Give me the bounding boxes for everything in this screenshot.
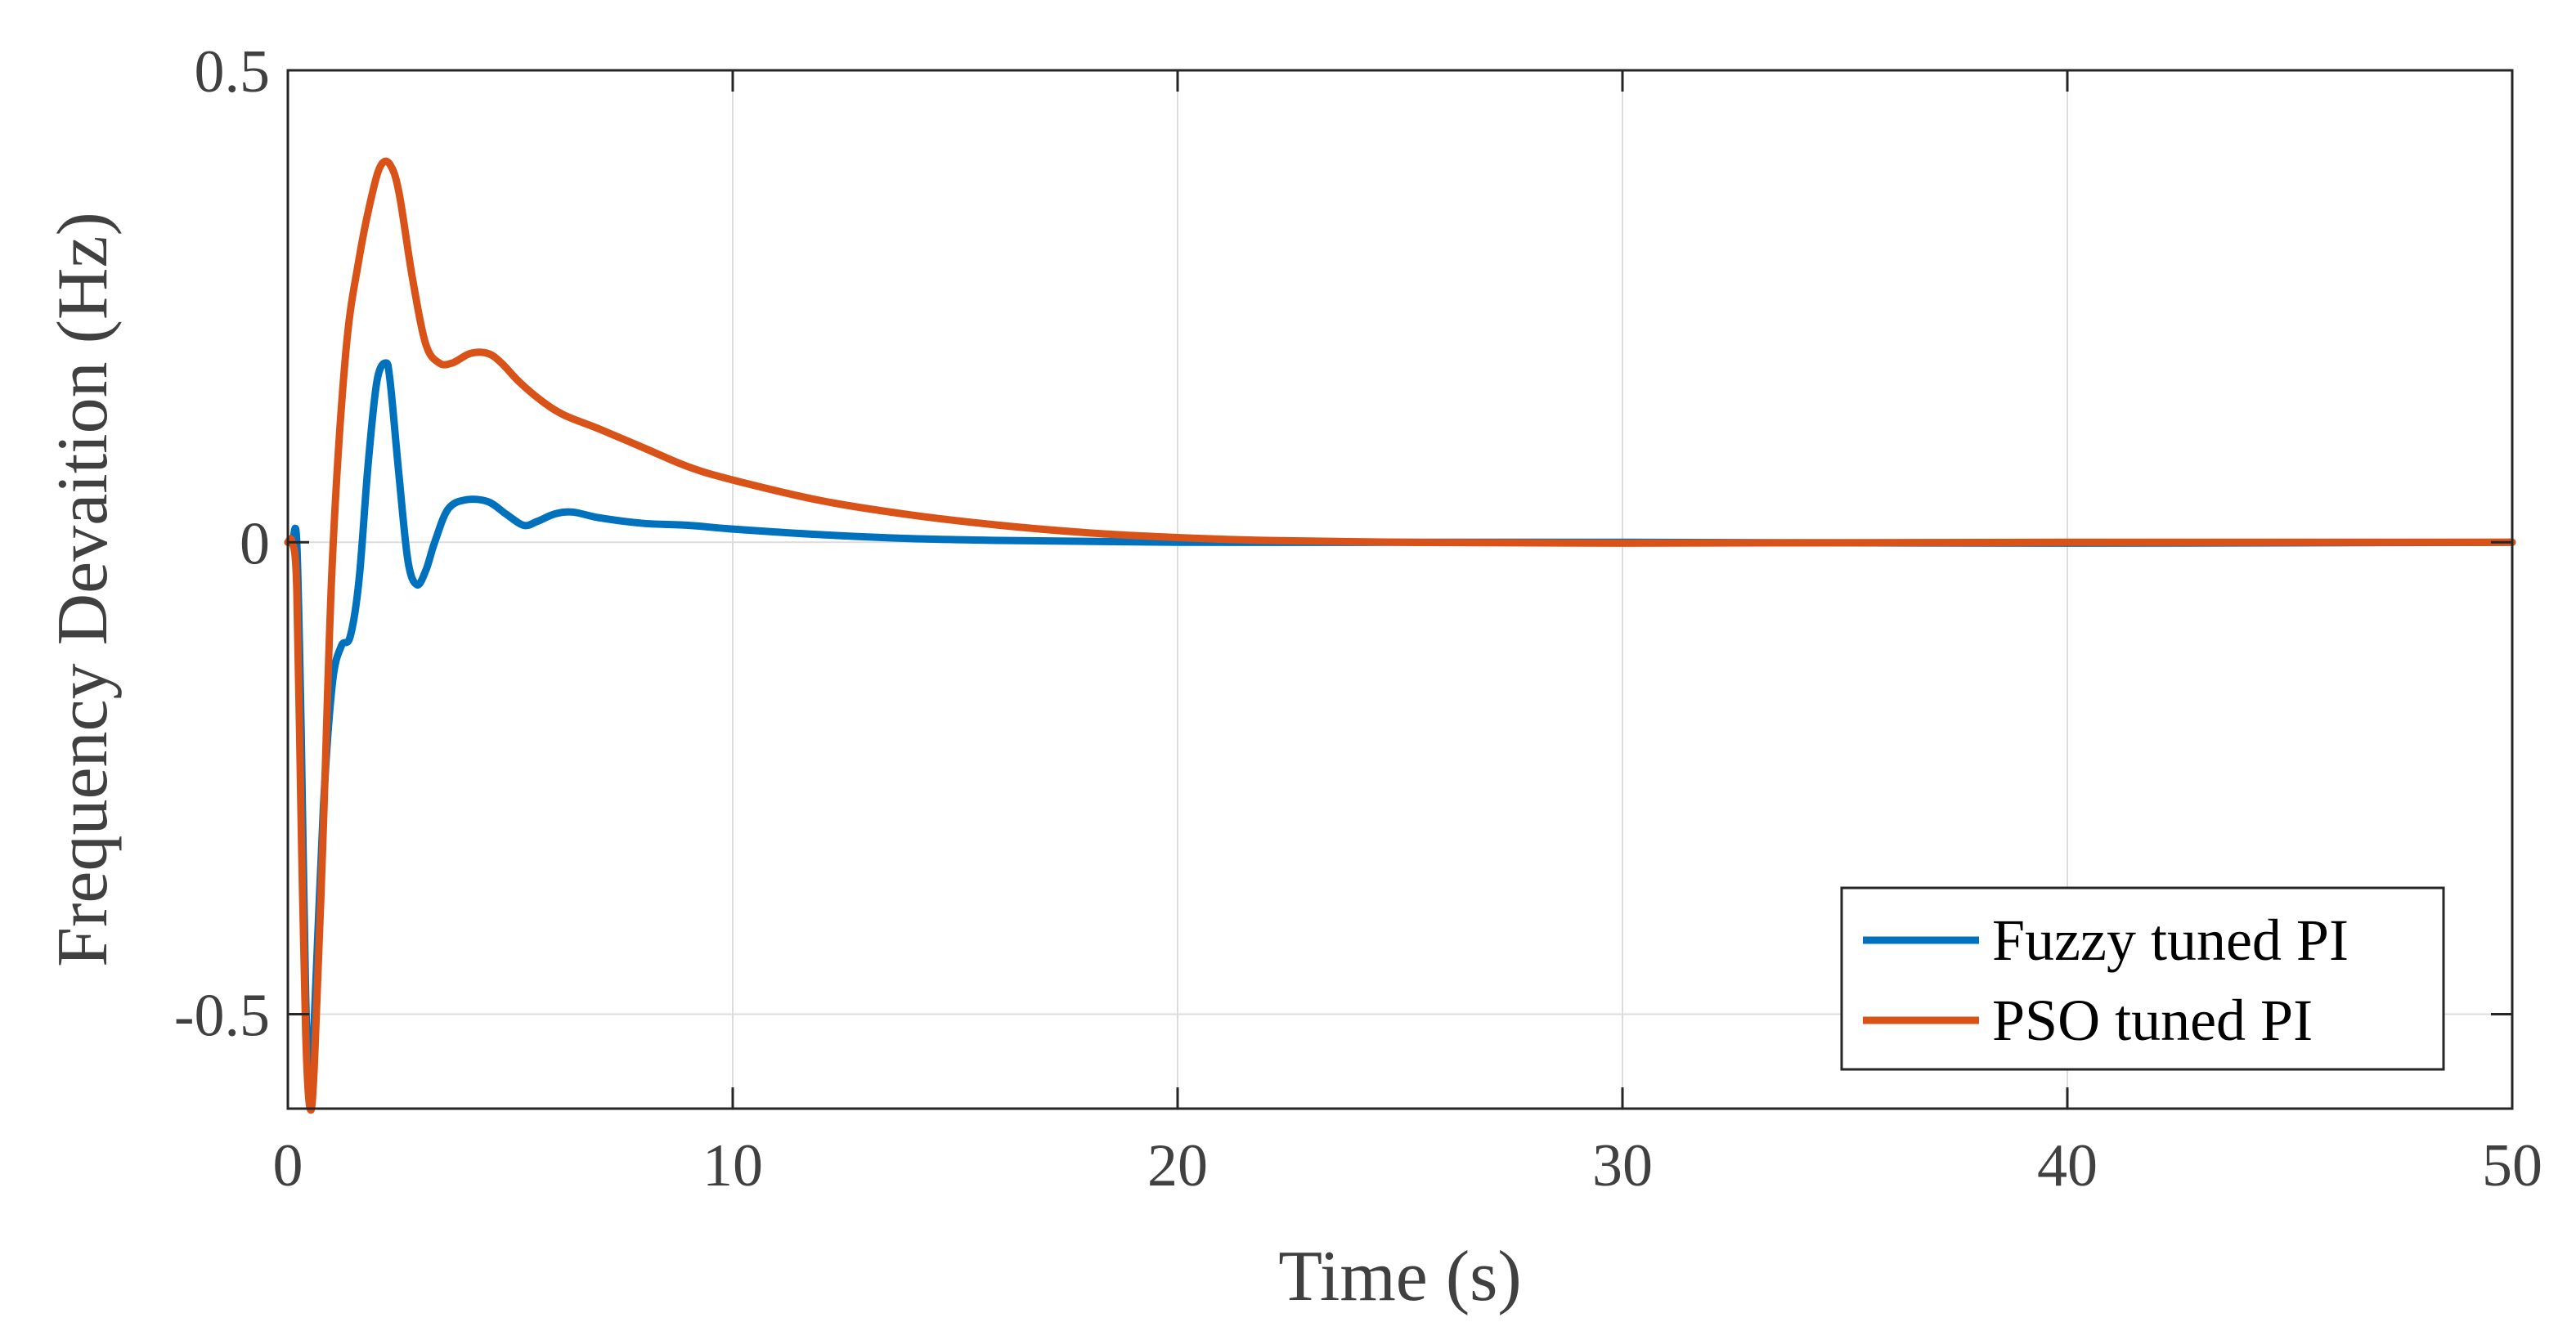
- x-tick-label: 30: [1592, 1132, 1653, 1199]
- legend: Fuzzy tuned PI PSO tuned PI: [1840, 886, 2445, 1071]
- series-layer: [284, 157, 2516, 1114]
- y-tick-label: -0.5: [174, 983, 270, 1050]
- x-tick-label: 40: [2037, 1132, 2098, 1199]
- plot-frame: [286, 69, 2514, 1110]
- y-tick-label: 0.5: [195, 38, 271, 105]
- axis-tick-labels: 0 10 20 30 40 50 -0.5 0 0.5: [174, 38, 2542, 1199]
- x-tick-label: 50: [2482, 1132, 2542, 1199]
- y-tick-label: 0: [240, 510, 270, 577]
- legend-label-pso: PSO tuned PI: [1992, 988, 2313, 1053]
- x-tick-label: 10: [702, 1132, 763, 1199]
- legend-label-fuzzy: Fuzzy tuned PI: [1992, 908, 2349, 973]
- x-axis-label: Time (s): [1278, 1237, 1521, 1316]
- axis-ticks: [286, 69, 2514, 1109]
- x-tick-label: 20: [1147, 1132, 1208, 1199]
- series-line-pso-tuned-pi: [284, 157, 2516, 1114]
- x-tick-label: 0: [273, 1132, 303, 1199]
- legend-box: [1840, 886, 2445, 1071]
- y-axis-label: Frequency Devaition (Hz): [43, 212, 123, 967]
